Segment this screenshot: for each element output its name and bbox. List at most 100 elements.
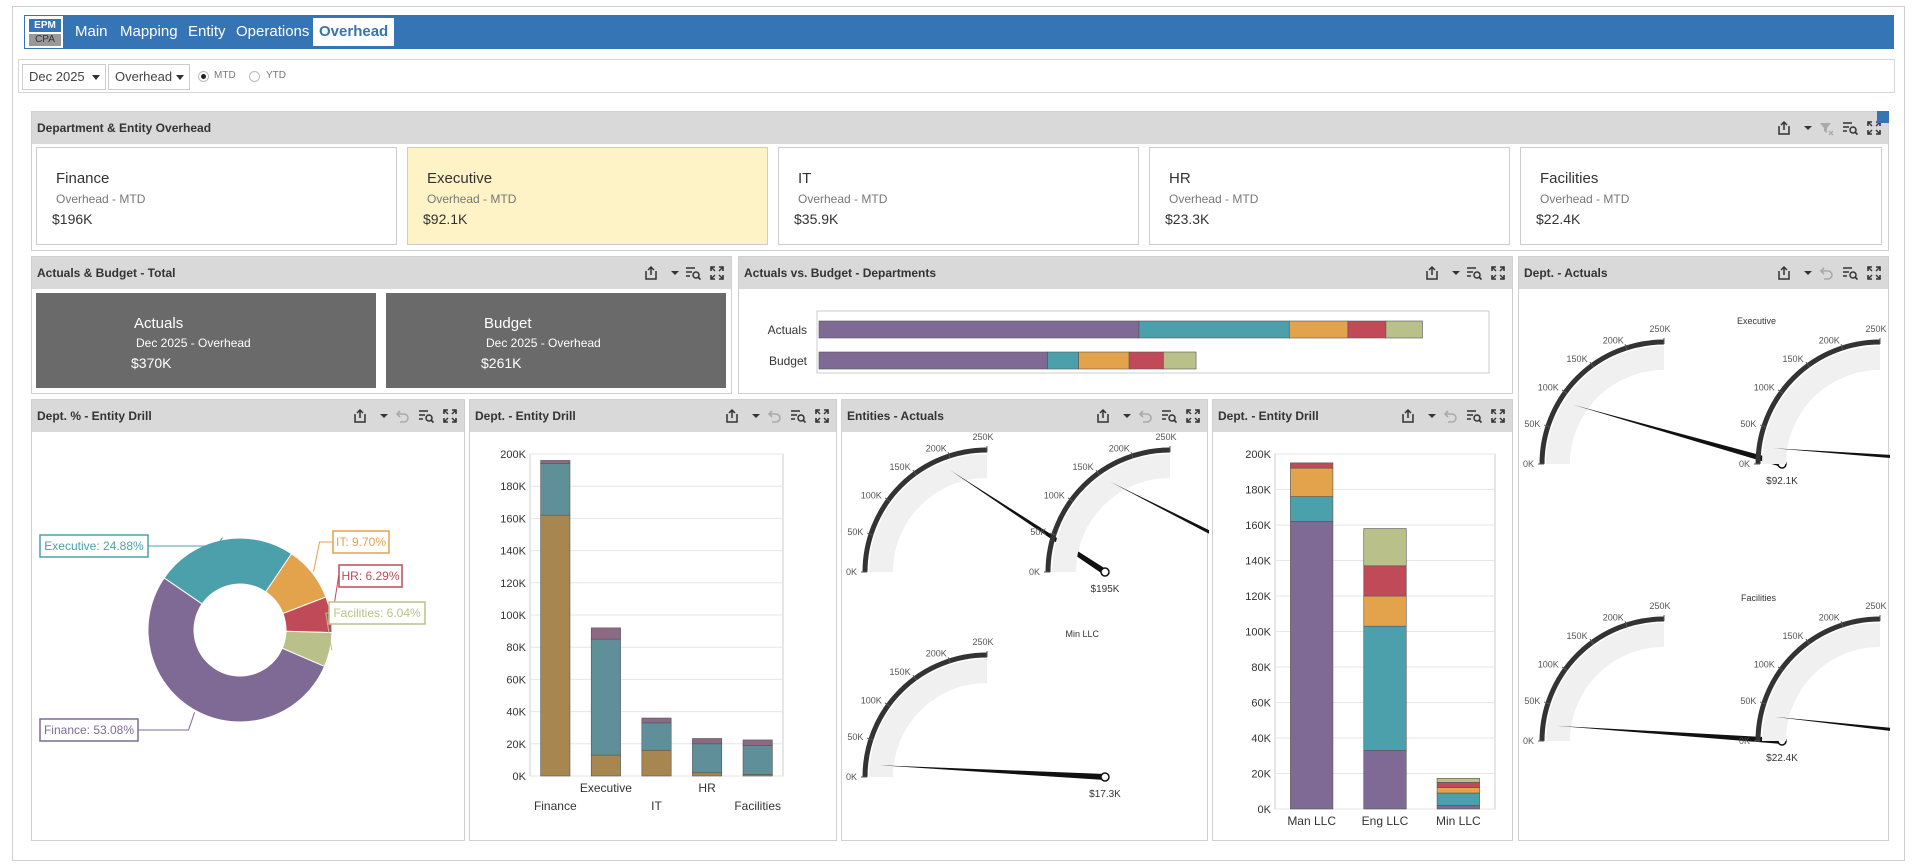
gauge-tick xyxy=(1050,532,1057,536)
y-tick-label: 160K xyxy=(500,513,526,525)
kpi-value: $23.3K xyxy=(1165,211,1210,227)
y-tick-label: 120K xyxy=(500,578,526,590)
expand-icon[interactable] xyxy=(1185,408,1201,424)
mtd-radio[interactable] xyxy=(198,71,209,82)
search-list-icon[interactable] xyxy=(685,265,701,281)
export-icon[interactable] xyxy=(724,408,740,424)
dropdown-caret-icon[interactable] xyxy=(1119,408,1131,424)
y-tick-label: 0K xyxy=(1258,804,1272,816)
gauge-tick-label: 100K xyxy=(1754,660,1775,670)
tab-mapping[interactable]: Mapping xyxy=(120,23,178,40)
category-label: Actuals xyxy=(768,323,807,337)
gauge-tick-label: 100K xyxy=(861,491,882,501)
filter-bar: Dec 2025 Overhead MTD YTD xyxy=(18,59,1895,93)
kpi-value: $35.9K xyxy=(794,211,839,227)
gauge-tick-label: 200K xyxy=(1109,443,1130,453)
bar-segment xyxy=(641,717,672,724)
gauge-tick-label: 200K xyxy=(926,443,947,453)
search-list-icon[interactable] xyxy=(1842,120,1858,136)
bar-segment xyxy=(1385,320,1423,339)
donut-slice xyxy=(147,577,326,723)
export-icon[interactable] xyxy=(1095,408,1111,424)
budget-total-card[interactable]: Budget Dec 2025 - Overhead $261K xyxy=(386,293,726,388)
mtd-label: MTD xyxy=(214,70,236,81)
search-list-icon[interactable] xyxy=(1842,265,1858,281)
gauge-tick-label: 100K xyxy=(1754,383,1775,393)
export-icon[interactable] xyxy=(1776,120,1792,136)
gauge-tick xyxy=(1760,701,1767,705)
maximize-corner-icon[interactable] xyxy=(1877,111,1889,123)
filter-clear-icon[interactable] xyxy=(1818,120,1834,136)
expand-icon[interactable] xyxy=(1490,408,1506,424)
account-value: Overhead xyxy=(115,69,173,84)
ytd-radio[interactable] xyxy=(249,71,260,82)
search-list-icon[interactable] xyxy=(418,408,434,424)
expand-icon[interactable] xyxy=(814,408,830,424)
gauge-tick xyxy=(1777,666,1784,671)
kpi-value: $196K xyxy=(52,211,93,227)
dropdown-caret-icon[interactable] xyxy=(1448,265,1460,281)
export-icon[interactable] xyxy=(1776,265,1792,281)
kpi-card-it[interactable]: IT Overhead - MTD $35.9K xyxy=(778,147,1139,245)
dropdown-caret-icon[interactable] xyxy=(1800,265,1812,281)
search-list-icon[interactable] xyxy=(1161,408,1177,424)
gauge-tick xyxy=(1777,389,1784,394)
gauge-tick-label: 200K xyxy=(1603,335,1624,345)
gauge-value: $92.1K xyxy=(1766,476,1798,487)
dropdown-caret-icon[interactable] xyxy=(376,408,388,424)
tab-operations[interactable]: Operations xyxy=(236,23,310,40)
account-dropdown[interactable]: Overhead xyxy=(108,64,190,90)
bar-segment xyxy=(1138,320,1290,339)
expand-icon[interactable] xyxy=(442,408,458,424)
undo-icon[interactable] xyxy=(1137,408,1153,424)
gauge-tick xyxy=(1624,344,1628,351)
dropdown-caret-icon[interactable] xyxy=(667,265,679,281)
gauge-tick-label: 200K xyxy=(1819,335,1840,345)
kpi-card-hr[interactable]: HR Overhead - MTD $23.3K xyxy=(1149,147,1510,245)
gauge-tick-label: 0K xyxy=(1739,736,1750,746)
bar-segment xyxy=(818,320,1140,339)
expand-icon[interactable] xyxy=(709,265,725,281)
dropdown-caret-icon[interactable] xyxy=(1424,408,1436,424)
dropdown-caret-icon[interactable] xyxy=(1800,120,1812,136)
gauge-value: $195K xyxy=(1091,584,1120,595)
leader-line xyxy=(148,537,223,547)
gauge-tick xyxy=(1544,701,1551,705)
undo-icon[interactable] xyxy=(1442,408,1458,424)
slice-label-box xyxy=(338,564,403,588)
expand-icon[interactable] xyxy=(1866,265,1882,281)
expand-icon[interactable] xyxy=(1490,265,1506,281)
undo-icon[interactable] xyxy=(1818,265,1834,281)
export-icon[interactable] xyxy=(352,408,368,424)
kpi-card-finance[interactable]: Finance Overhead - MTD $196K xyxy=(36,147,397,245)
dropdown-caret-icon[interactable] xyxy=(748,408,760,424)
tab-overhead[interactable]: Overhead xyxy=(313,18,395,46)
app-logo: EPM CPA xyxy=(24,15,64,49)
period-dropdown[interactable]: Dec 2025 xyxy=(22,64,106,90)
y-tick-label: 40K xyxy=(1251,733,1271,745)
export-icon[interactable] xyxy=(1424,265,1440,281)
undo-icon[interactable] xyxy=(766,408,782,424)
panel-header: Entities - Actuals xyxy=(842,400,1207,432)
gauge-tick-label: 0K xyxy=(1523,736,1534,746)
kpi-sub: Overhead - MTD xyxy=(1540,192,1630,206)
undo-icon[interactable] xyxy=(394,408,410,424)
gauge-tick-label: 250K xyxy=(1865,324,1886,334)
search-list-icon[interactable] xyxy=(1466,408,1482,424)
bar-segment xyxy=(692,738,723,745)
y-tick-label: 100K xyxy=(500,610,526,622)
export-icon[interactable] xyxy=(643,265,659,281)
actuals-total-card[interactable]: Actuals Dec 2025 - Overhead $370K xyxy=(36,293,376,388)
kpi-card-facilities[interactable]: Facilities Overhead - MTD $22.4K xyxy=(1520,147,1882,245)
chevron-down-icon xyxy=(92,75,100,80)
search-list-icon[interactable] xyxy=(1466,265,1482,281)
gauge-tick-label: 0K xyxy=(846,772,857,782)
search-list-icon[interactable] xyxy=(790,408,806,424)
panel-title: Department & Entity Overhead xyxy=(37,121,212,135)
export-icon[interactable] xyxy=(1400,408,1416,424)
kpi-card-executive[interactable]: Executive Overhead - MTD $92.1K xyxy=(407,147,768,245)
gauge-tick xyxy=(867,737,874,741)
gauge-tick-label: 100K xyxy=(861,696,882,706)
tab-main[interactable]: Main xyxy=(75,23,108,40)
tab-entity[interactable]: Entity xyxy=(188,23,226,40)
